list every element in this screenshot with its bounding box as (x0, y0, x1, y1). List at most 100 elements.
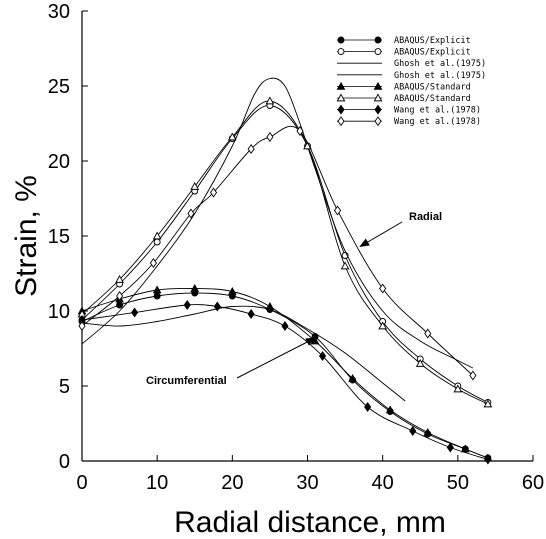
legend-marker (374, 104, 382, 115)
x-tick-label: 30 (296, 472, 318, 494)
legend-marker (374, 36, 382, 44)
legend-entry: ABAQUS/Standard (336, 93, 471, 104)
data-point (348, 373, 357, 382)
series-radial-1 (78, 102, 492, 406)
annotations: Radial Circumferential (146, 211, 442, 387)
data-point (265, 301, 275, 310)
data-point (469, 370, 477, 381)
data-point (379, 283, 387, 294)
x-axis-ticks: 0 10 20 30 40 50 60 (76, 455, 544, 494)
y-tick-label: 10 (48, 301, 70, 323)
data-point (453, 384, 463, 393)
data-point (340, 261, 350, 270)
data-point (213, 301, 221, 312)
data-point (415, 358, 425, 367)
series-line (81, 305, 406, 402)
y-tick-label: 0 (59, 451, 70, 473)
legend-label: ABAQUS/Explicit (394, 36, 471, 46)
series-line (81, 77, 474, 369)
data-point (296, 126, 304, 136)
legend-entry: Wang et al.(1978) (337, 104, 481, 116)
data-point (266, 132, 274, 142)
data-point (115, 274, 124, 283)
annotation-radial: Radial (409, 211, 442, 223)
series-line (81, 125, 474, 376)
legend-label: Wang et al.(1978) (394, 117, 481, 127)
data-point (152, 285, 162, 294)
annotation-circumferential: Circumferential (146, 375, 227, 387)
legend-label: Ghosh et al.(1975) (394, 59, 486, 69)
data-point (116, 291, 124, 301)
x-axis-title: Radial distance, mm (174, 506, 446, 539)
data-point (152, 231, 162, 240)
data-point (385, 405, 395, 414)
annotation-arrow (236, 337, 316, 379)
legend-entry: Wang et al.(1978) (337, 116, 481, 127)
data-point (78, 321, 86, 331)
legend-marker (337, 104, 345, 115)
data-point (483, 399, 493, 408)
x-tick-label: 10 (146, 472, 168, 494)
y-tick-label: 20 (48, 151, 70, 173)
data-point (131, 307, 139, 318)
y-tick-label: 30 (48, 1, 70, 23)
data-point (423, 427, 433, 436)
data-point (190, 181, 200, 190)
series-layer (77, 77, 493, 465)
legend-marker (374, 48, 382, 56)
data-point (334, 205, 342, 216)
x-tick-label: 60 (522, 472, 544, 494)
y-tick-label: 15 (48, 226, 70, 248)
x-tick-label: 0 (76, 472, 87, 494)
legend-label: ABAQUS/Standard (394, 82, 471, 92)
legend-entry: Ghosh et al.(1975) (337, 59, 486, 69)
data-point (209, 187, 218, 198)
legend-entry: ABAQUS/Explicit (337, 48, 471, 58)
legend-entry: ABAQUS/Explicit (337, 36, 471, 46)
x-tick-label: 20 (221, 472, 243, 494)
series-radial-3 (81, 77, 474, 369)
series-radial-7 (78, 125, 477, 381)
legend-entry: Ghosh et al.(1975) (337, 71, 486, 81)
data-point (318, 351, 327, 361)
legend-marker (337, 116, 345, 127)
data-point (460, 444, 470, 453)
data-point (424, 328, 432, 339)
data-point (364, 402, 372, 412)
data-point (378, 321, 388, 330)
series-radial-5 (77, 96, 493, 408)
legend-marker (336, 81, 346, 90)
legend-label: Ghosh et al.(1975) (394, 71, 486, 81)
series-circumferential-6 (78, 300, 492, 465)
data-point (116, 301, 124, 309)
data-point (446, 442, 454, 453)
legend-marker (337, 36, 345, 44)
y-tick-label: 5 (59, 376, 70, 398)
data-point (183, 300, 191, 310)
data-point (153, 292, 161, 300)
y-axis-title: Strain, % (10, 175, 43, 297)
legend-marker (373, 81, 383, 90)
legend-label: ABAQUS/Standard (394, 94, 471, 104)
data-point (409, 426, 417, 436)
data-point (227, 286, 237, 295)
data-point (247, 144, 255, 154)
data-point (265, 96, 275, 105)
data-point (227, 132, 237, 141)
annotation-arrow (359, 221, 403, 248)
x-tick-label: 40 (372, 472, 394, 494)
x-tick-label: 50 (447, 472, 469, 494)
data-point (484, 454, 492, 465)
legend-marker (336, 93, 346, 102)
data-point (153, 238, 161, 246)
legend-marker (373, 93, 383, 102)
legend-label: Wang et al.(1978) (394, 106, 481, 116)
series-circumferential-2 (81, 305, 406, 402)
y-tick-label: 25 (48, 76, 70, 98)
legend-label: ABAQUS/Explicit (394, 48, 471, 58)
data-point (187, 208, 195, 219)
data-point (281, 321, 289, 331)
series-line (81, 100, 489, 405)
